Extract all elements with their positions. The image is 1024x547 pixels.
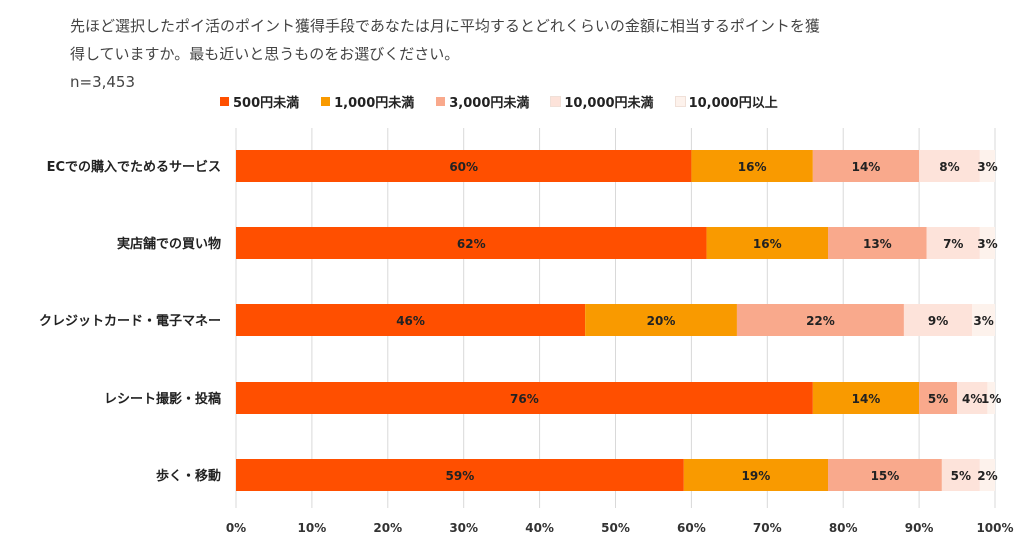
data-label: 8%: [939, 160, 959, 174]
data-label: 76%: [510, 392, 539, 406]
data-label: 59%: [446, 469, 475, 483]
bar-segment: [585, 304, 737, 336]
bar-segment: [926, 227, 980, 259]
data-label: 46%: [396, 314, 425, 328]
data-label: 16%: [753, 237, 782, 251]
legend-label: 1,000円未満: [334, 95, 415, 111]
legend-label: 10,000円以上: [688, 95, 778, 111]
data-label: 9%: [928, 314, 948, 328]
data-label: 2%: [977, 469, 997, 483]
data-label: 19%: [742, 469, 771, 483]
bar-segment: [706, 227, 829, 259]
question-line-1: 先ほど選択したポイ活のポイント獲得手段であなたは月に平均するとどれくらいの金額に…: [70, 17, 820, 35]
data-label: 16%: [738, 160, 767, 174]
x-tick-label: 30%: [449, 521, 478, 535]
legend-item: 500円未満: [220, 92, 299, 111]
legend-swatch: [550, 95, 562, 107]
bar-segment: [919, 150, 980, 182]
category-label: クレジットカード・電子マネー: [39, 314, 221, 329]
data-label: 4%: [962, 392, 982, 406]
bar-segment: [919, 382, 958, 414]
x-tick-label: 40%: [525, 521, 554, 535]
chart-legend: 500円未満 1,000円未満 3,000円未満 10,000円未満 10,000円以上: [220, 91, 800, 111]
legend-label: 10,000円未満: [564, 95, 654, 111]
data-label: 5%: [928, 392, 948, 406]
data-label: 3%: [973, 314, 993, 328]
bar-segment: [941, 459, 980, 491]
legend-item: 1,000円未満: [321, 92, 414, 111]
data-label: 7%: [943, 237, 963, 251]
legend-swatch: [220, 96, 229, 106]
bar-segment: [828, 459, 942, 491]
bar-segment: [979, 459, 995, 491]
x-tick-label: 50%: [601, 521, 630, 535]
x-tick-label: 20%: [373, 521, 402, 535]
data-label: 14%: [852, 392, 881, 406]
bar-segment: [236, 150, 692, 182]
data-label: 15%: [871, 469, 900, 483]
legend-label: 500円未満: [233, 95, 300, 111]
x-tick-label: 80%: [829, 521, 858, 535]
x-tick-label: 100%: [976, 521, 1013, 535]
bar-segment: [236, 382, 813, 414]
x-tick-label: 10%: [298, 521, 327, 535]
x-tick-label: 90%: [905, 521, 934, 535]
data-label: 62%: [457, 237, 486, 251]
legend-item: 3,000円未満: [436, 92, 529, 111]
data-label: 13%: [863, 237, 892, 251]
bar-segment: [236, 227, 707, 259]
bar-segment: [736, 304, 904, 336]
sample-size: n=3,453: [70, 73, 136, 91]
legend-item: 10,000円以上: [674, 92, 778, 111]
x-tick-label: 60%: [677, 521, 706, 535]
data-label: 3%: [977, 237, 997, 251]
bar-segment: [972, 304, 995, 336]
bar-segment: [812, 382, 920, 414]
category-label: 歩く・移動: [156, 468, 221, 484]
legend-item: 10,000円未満: [550, 92, 654, 111]
data-label: 20%: [647, 314, 676, 328]
category-label: レシート撮影・投稿: [104, 391, 221, 407]
bar-segment: [903, 304, 973, 336]
data-label: 14%: [852, 160, 881, 174]
data-label: 22%: [806, 314, 835, 328]
data-label: 60%: [449, 160, 478, 174]
data-label: 3%: [977, 160, 997, 174]
question-line-2: 得していますか。最も近いと思うものをお選びください。: [70, 45, 460, 63]
bar-segment: [828, 227, 927, 259]
data-label: 1%: [981, 392, 1001, 406]
category-label: ECでの購入でためるサービス: [47, 159, 221, 175]
category-label: 実店舗での買い物: [117, 236, 221, 252]
bar-segment: [987, 382, 995, 414]
bar-segment: [236, 459, 684, 491]
x-tick-label: 70%: [753, 521, 782, 535]
legend-label: 3,000円未満: [449, 95, 530, 111]
legend-swatch: [321, 96, 331, 106]
bar-segment: [957, 382, 988, 414]
bar-segment: [979, 150, 995, 182]
bar-segment: [812, 150, 920, 182]
bar-segment: [236, 304, 586, 336]
bar-segment: [691, 150, 813, 182]
legend-swatch: [674, 95, 686, 107]
bar-segment: [979, 227, 995, 259]
legend-swatch: [436, 96, 446, 106]
bar-segment: [683, 459, 829, 491]
data-label: 5%: [951, 469, 971, 483]
x-tick-label: 0%: [226, 521, 246, 535]
question-text: 先ほど選択したポイ活のポイント獲得手段であなたは月に平均するとどれくらいの金額に…: [70, 12, 970, 68]
